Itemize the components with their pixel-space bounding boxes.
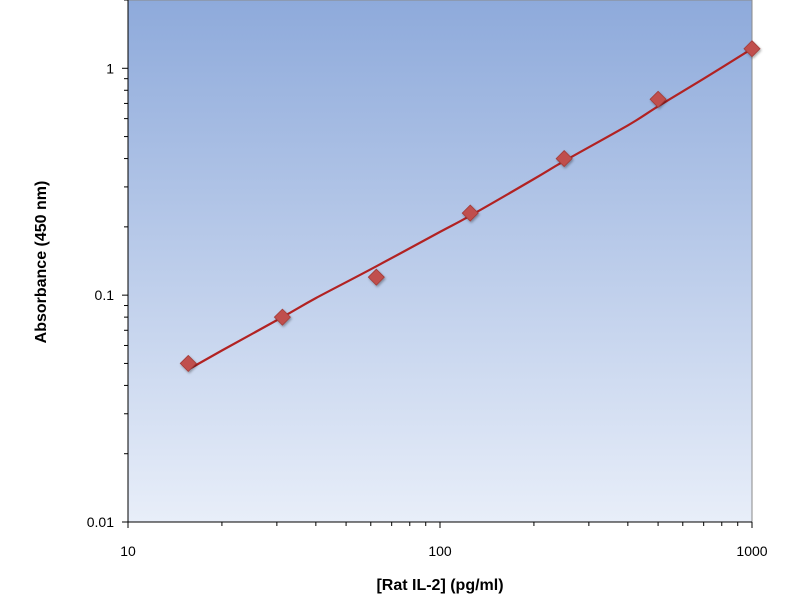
x-axis-title: [Rat IL-2] (pg/ml) xyxy=(376,577,503,594)
tick-labels: 10 100 1000 0.01 0.1 1 xyxy=(87,60,768,559)
axes xyxy=(122,0,753,528)
data-points xyxy=(179,40,761,373)
data-point xyxy=(555,149,573,168)
data-point xyxy=(367,268,385,286)
y-tick-label: 0.01 xyxy=(87,514,114,530)
y-tick-label: 0.1 xyxy=(95,287,115,303)
data-point xyxy=(649,90,667,108)
plot-area xyxy=(127,0,753,523)
data-point xyxy=(743,40,761,58)
x-tick-label: 100 xyxy=(428,543,452,559)
data-point xyxy=(461,204,479,222)
data-point xyxy=(179,354,197,373)
x-tick-label: 1000 xyxy=(736,543,767,559)
data-point xyxy=(273,308,291,326)
y-tick-label: 1 xyxy=(106,60,114,76)
y-axis-title: Absorbance (450 nm) xyxy=(33,181,50,344)
x-tick-label: 10 xyxy=(120,543,136,559)
